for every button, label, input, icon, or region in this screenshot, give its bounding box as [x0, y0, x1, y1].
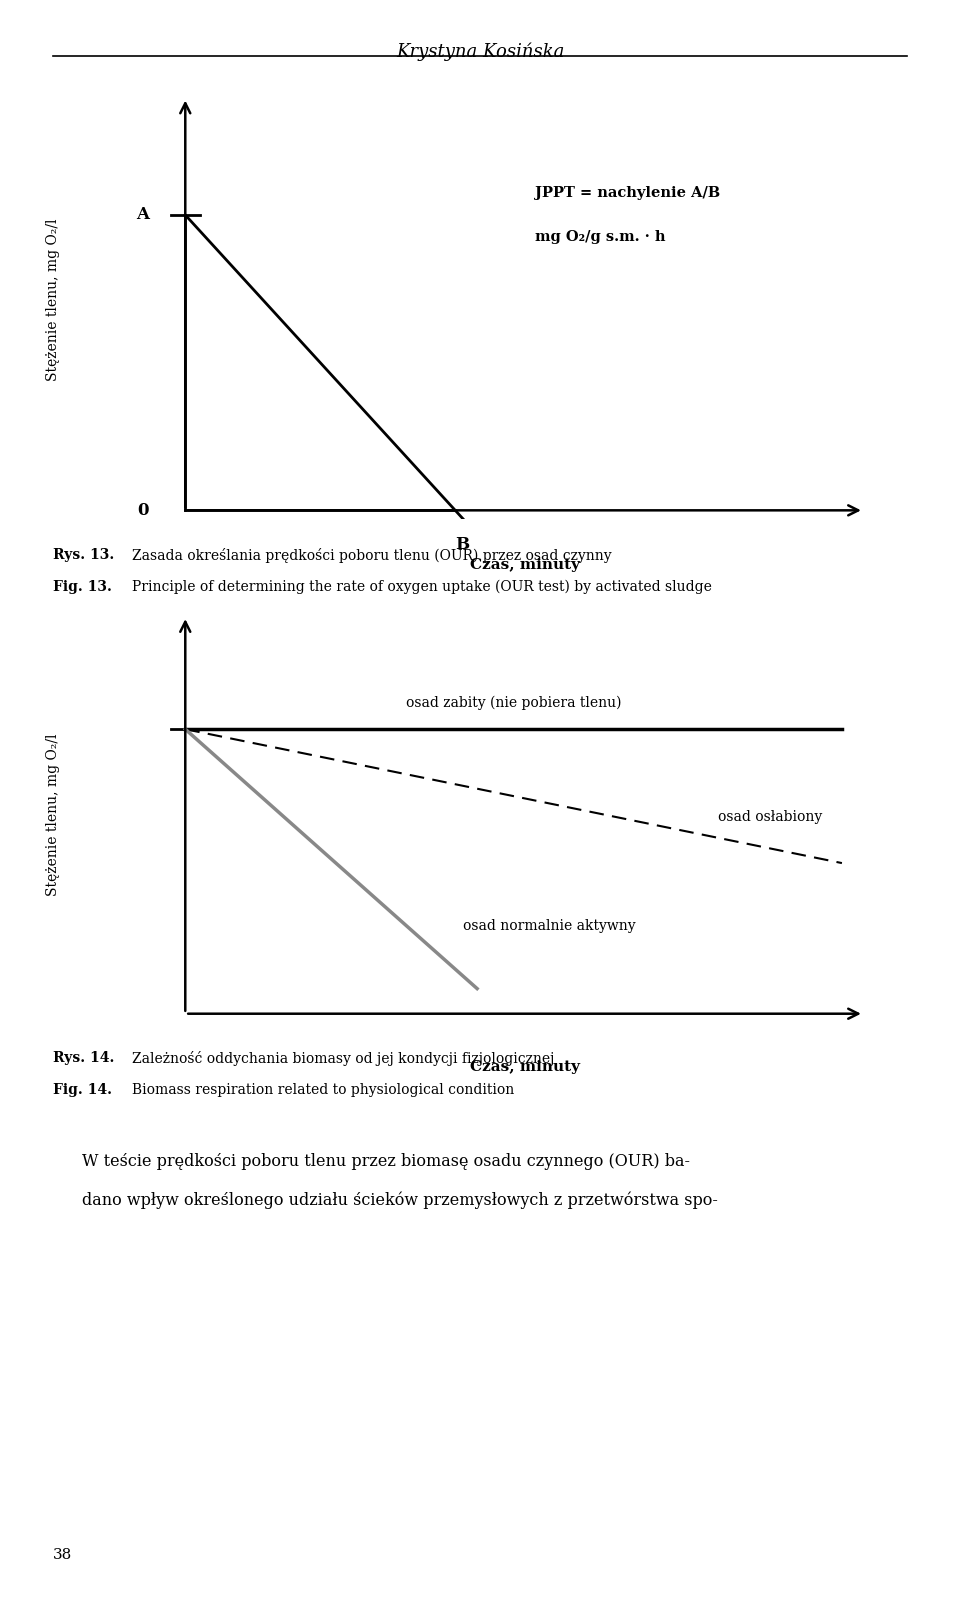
Text: B: B: [455, 537, 469, 554]
Text: Rys. 14.: Rys. 14.: [53, 1051, 114, 1065]
Text: osad normalnie aktywny: osad normalnie aktywny: [463, 918, 636, 933]
Text: Stężenie tlenu, mg O₂/l: Stężenie tlenu, mg O₂/l: [46, 219, 60, 382]
Text: Zależność oddychania biomasy od jej kondycji fizjologicznej: Zależność oddychania biomasy od jej kond…: [132, 1051, 554, 1065]
Text: 0: 0: [137, 501, 149, 519]
Text: Czas, minuty: Czas, minuty: [469, 1060, 580, 1073]
Text: Fig. 14.: Fig. 14.: [53, 1083, 111, 1097]
Text: Principle of determining the rate of oxygen uptake (OUR test) by activated sludg: Principle of determining the rate of oxy…: [132, 580, 711, 594]
Text: Stężenie tlenu, mg O₂/l: Stężenie tlenu, mg O₂/l: [46, 733, 60, 896]
Text: JPPT = nachylenie A/B: JPPT = nachylenie A/B: [536, 187, 721, 200]
Text: W teście prędkości poboru tlenu przez biomasę osadu czynnego (OUR) ba-: W teście prędkości poboru tlenu przez bi…: [82, 1153, 689, 1171]
Text: Rys. 13.: Rys. 13.: [53, 548, 114, 562]
Text: 38: 38: [53, 1547, 72, 1562]
Text: A: A: [135, 206, 149, 224]
Text: osad zabity (nie pobiera tlenu): osad zabity (nie pobiera tlenu): [406, 696, 621, 711]
Text: Zasada określania prędkości poboru tlenu (OUR) przez osad czynny: Zasada określania prędkości poboru tlenu…: [132, 548, 612, 562]
Text: Krystyna Kosińska: Krystyna Kosińska: [396, 43, 564, 61]
Text: osad osłabiony: osad osłabiony: [718, 810, 822, 824]
Text: Biomass respiration related to physiological condition: Biomass respiration related to physiolog…: [132, 1083, 514, 1097]
Text: Czas, minuty: Czas, minuty: [469, 557, 580, 572]
Text: mg O₂/g s.m. · h: mg O₂/g s.m. · h: [536, 230, 666, 244]
Text: Fig. 13.: Fig. 13.: [53, 580, 111, 594]
Text: dano wpływ określonego udziału ścieków przemysłowych z przetwórstwa spo-: dano wpływ określonego udziału ścieków p…: [82, 1191, 717, 1209]
